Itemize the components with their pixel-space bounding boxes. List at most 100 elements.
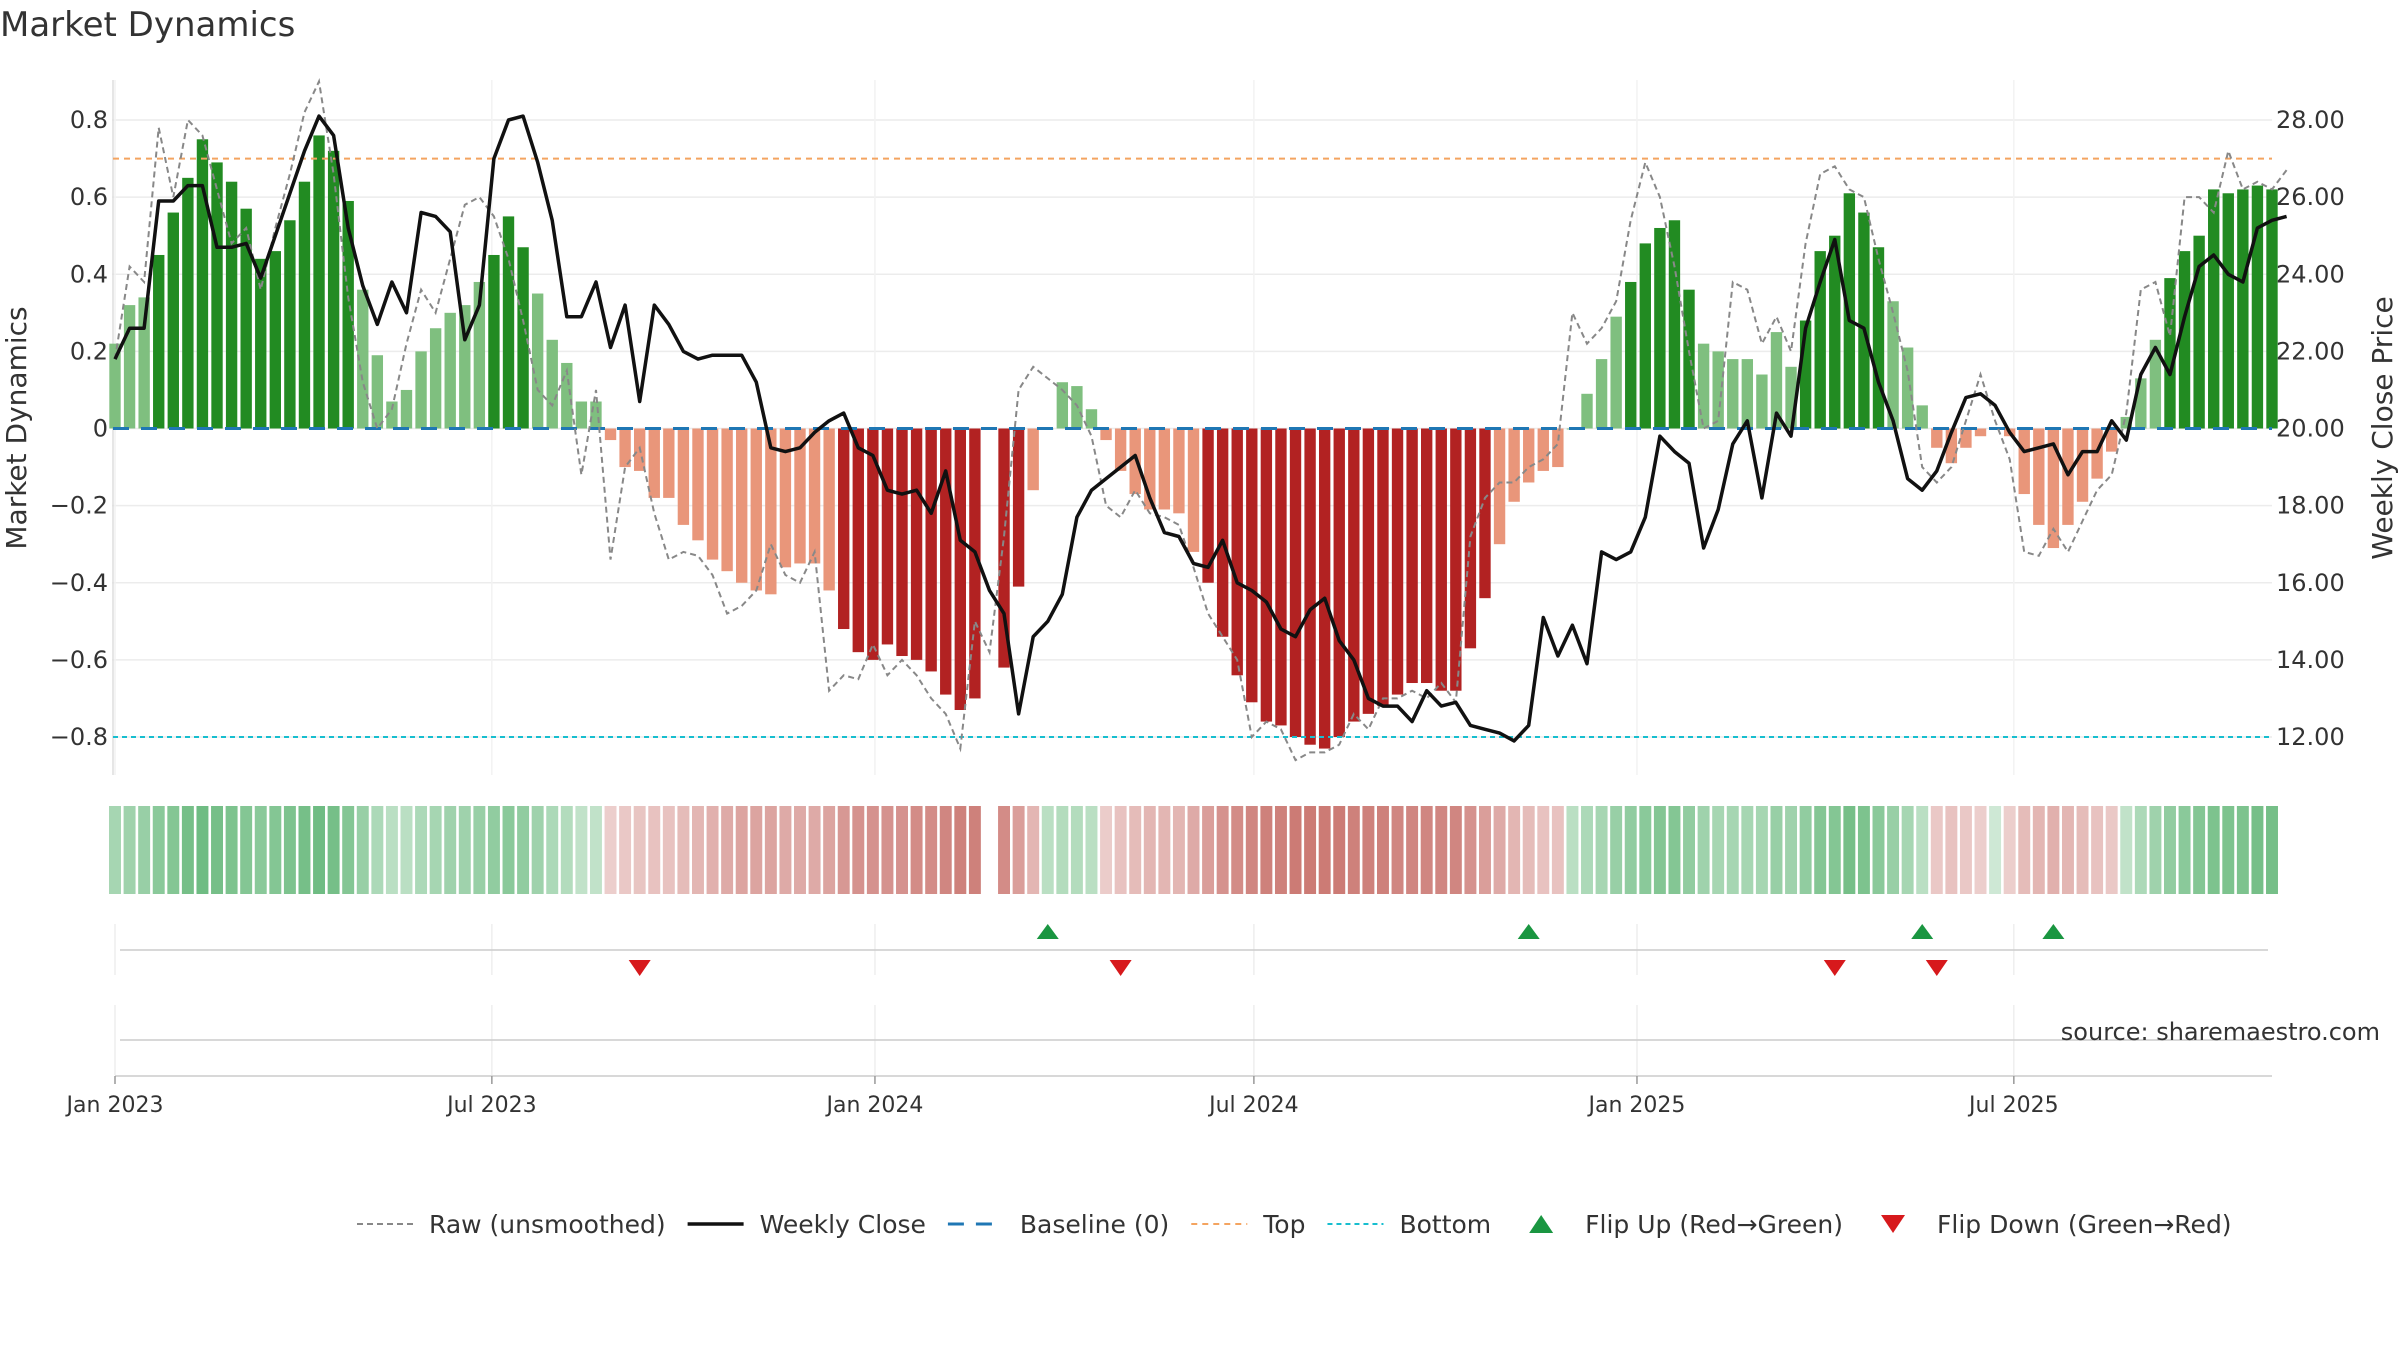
dynamics-bar bbox=[1814, 251, 1826, 429]
dynamics-bar bbox=[1581, 393, 1593, 429]
dynamics-bar bbox=[1829, 235, 1841, 429]
dynamics-bar bbox=[954, 428, 966, 711]
regime-cell bbox=[254, 806, 267, 894]
dynamics-bar bbox=[2062, 428, 2074, 525]
dynamics-bar bbox=[1931, 428, 1943, 448]
dynamics-bar bbox=[1216, 428, 1229, 637]
regime-cell bbox=[896, 806, 908, 894]
regime-cell bbox=[954, 806, 967, 894]
dynamics-bar bbox=[1508, 428, 1520, 502]
flip-down-marker bbox=[628, 960, 651, 976]
flip-down-marker bbox=[1823, 960, 1846, 976]
legend-label: Baseline (0) bbox=[1020, 1210, 1169, 1239]
dynamics-bar bbox=[1129, 428, 1141, 495]
regime-cell bbox=[1143, 806, 1156, 894]
regime-cell bbox=[138, 806, 151, 894]
y-tick-label: 0 bbox=[93, 415, 108, 443]
regime-cell bbox=[677, 806, 690, 894]
regime-cell bbox=[794, 806, 806, 894]
dynamics-bar bbox=[1785, 366, 1797, 429]
regime-cell bbox=[2178, 806, 2191, 894]
flip-down-marker bbox=[1925, 960, 1948, 976]
flip-markers bbox=[114, 924, 2272, 1077]
dynamics-bar bbox=[940, 428, 952, 695]
regime-cell bbox=[371, 806, 384, 894]
regime-cell bbox=[2149, 806, 2162, 894]
regime-cell bbox=[1041, 806, 1054, 894]
dynamics-bar bbox=[1872, 247, 1885, 429]
regime-cell bbox=[1770, 806, 1783, 894]
dynamics-bar bbox=[1668, 220, 1681, 429]
dynamics-bar bbox=[2018, 428, 2030, 495]
regime-cell bbox=[1974, 806, 1987, 894]
dynamics-bar bbox=[1901, 347, 1914, 429]
dynamics-bar bbox=[1100, 428, 1112, 441]
legend-label: Flip Down (Green→Red) bbox=[1937, 1210, 2232, 1239]
regime-cell bbox=[2105, 806, 2118, 894]
dynamics-bar bbox=[1727, 359, 1739, 429]
regime-cell bbox=[1172, 806, 1185, 894]
dynamics-bar bbox=[808, 428, 821, 564]
flip-up-marker bbox=[1911, 924, 1934, 939]
dynamics-bar bbox=[1493, 428, 1506, 545]
regime-cell bbox=[531, 806, 544, 894]
regime-cell bbox=[546, 806, 559, 894]
y2-tick-label: 14.00 bbox=[2276, 646, 2345, 674]
dynamics-bar bbox=[1085, 409, 1098, 429]
regime-cell bbox=[1508, 806, 1521, 894]
regime-cell bbox=[1100, 806, 1113, 894]
dynamics-bar bbox=[1552, 428, 1564, 468]
dynamics-bar bbox=[2105, 428, 2118, 452]
dynamics-bar bbox=[2193, 235, 2205, 429]
regime-cell bbox=[1916, 806, 1929, 894]
regime-cell bbox=[823, 806, 836, 894]
regime-cell bbox=[167, 806, 180, 894]
dynamics-bar bbox=[1333, 428, 1345, 737]
dynamics-bar bbox=[531, 293, 544, 429]
dynamics-bar bbox=[1231, 428, 1243, 676]
dynamics-bar bbox=[2222, 193, 2234, 429]
x-axis-ticks: Jan 2023 Jul 2023 Jan 2024 Jul 2024 Jan 2025… bbox=[65, 1076, 2059, 1118]
y-tick-label: −0.2 bbox=[50, 492, 108, 520]
dynamics-bar bbox=[2149, 339, 2162, 429]
y-tick-label: −0.8 bbox=[50, 723, 108, 751]
dynamics-bar bbox=[269, 251, 282, 429]
dynamics-bar bbox=[2076, 428, 2089, 502]
dynamics-bar bbox=[2120, 416, 2132, 429]
regime-cell bbox=[1887, 806, 1900, 894]
flip-up-marker bbox=[2042, 924, 2065, 939]
regime-cell bbox=[575, 806, 588, 894]
regime-cell bbox=[2061, 806, 2074, 894]
y2-tick-label: 12.00 bbox=[2276, 723, 2345, 751]
regime-cell bbox=[2236, 806, 2249, 894]
dynamics-bar bbox=[1464, 428, 1477, 649]
dynamics-bar bbox=[1289, 428, 1302, 737]
regime-cell bbox=[750, 806, 763, 894]
regime-cell bbox=[1843, 806, 1856, 894]
regime-cell bbox=[998, 806, 1011, 894]
regime-cell bbox=[2251, 806, 2264, 894]
dynamics-bar bbox=[400, 389, 413, 429]
regime-cell bbox=[1581, 806, 1593, 894]
regime-cell bbox=[1814, 806, 1827, 894]
dynamics-bar bbox=[138, 297, 150, 429]
y2-tick-label: 26.00 bbox=[2276, 183, 2345, 211]
y-axis-label: Market Dynamics bbox=[0, 306, 33, 549]
dynamics-bar bbox=[910, 428, 923, 660]
regime-cell bbox=[196, 806, 209, 894]
dynamics-bar bbox=[852, 428, 864, 653]
regime-cell bbox=[1362, 806, 1375, 894]
dynamics-bar bbox=[1275, 428, 1287, 726]
regime-cell bbox=[706, 806, 719, 894]
dynamics-bar bbox=[1799, 320, 1812, 429]
y-tick-label: −0.4 bbox=[50, 569, 108, 597]
close-line bbox=[113, 114, 2288, 743]
legend-swatch bbox=[1881, 1215, 1906, 1233]
dynamics-bar bbox=[2208, 189, 2220, 429]
regime-cell bbox=[1479, 806, 1491, 894]
dynamics-bar bbox=[1260, 428, 1273, 722]
dynamics-bar bbox=[969, 428, 981, 699]
dynamics-bar bbox=[386, 401, 398, 429]
y2-axis-label: Weekly Close Price bbox=[2366, 296, 2399, 559]
regime-cell bbox=[1522, 806, 1535, 894]
